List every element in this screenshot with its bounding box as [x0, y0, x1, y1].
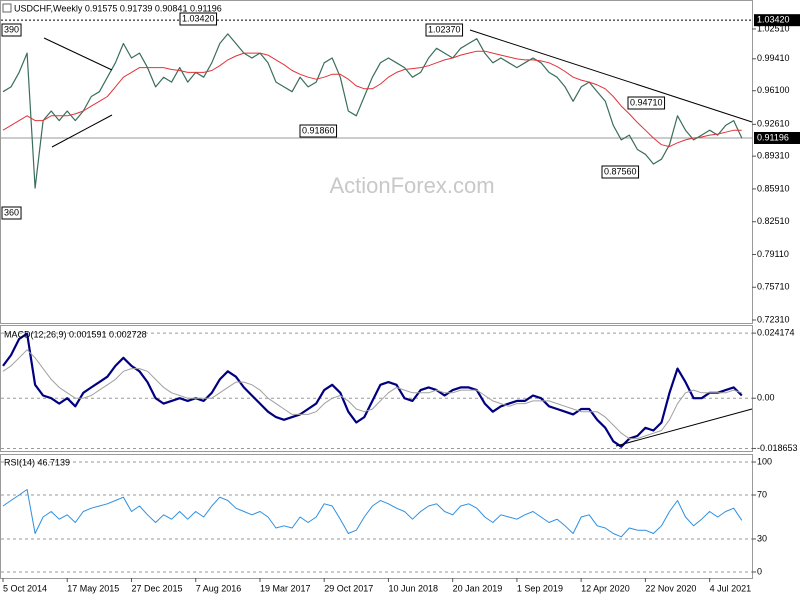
- y-tick-label: 1.02510: [757, 23, 790, 33]
- x-tick-label: 1 Sep 2019: [517, 583, 563, 593]
- y-tick-label: 0.85910: [757, 183, 790, 193]
- annotation-box: [1, 23, 22, 37]
- series-line: [2, 349, 742, 440]
- trend-line: [615, 408, 753, 447]
- annotation-box: [627, 96, 666, 110]
- reference-label-box: [754, 131, 800, 144]
- y-tick-label: -0.018653: [757, 443, 798, 453]
- x-tick-label: 7 Aug 2016: [196, 583, 242, 593]
- series-line: [2, 50, 742, 148]
- y-tick-label: 0.99410: [757, 53, 790, 63]
- y-tick-label: 0.75710: [757, 282, 790, 292]
- macd-panel: [0, 325, 753, 452]
- x-tick-label: 27 Dec 2015: [131, 583, 182, 593]
- annotation-box: [179, 12, 218, 26]
- watermark: ActionForex.com: [329, 173, 494, 198]
- y-tick-label: 70: [757, 489, 767, 499]
- x-tick-label: 10 Jun 2018: [388, 583, 438, 593]
- y-tick-label: 0.82510: [757, 216, 790, 226]
- y-tick-label: 0: [757, 566, 762, 576]
- symbol-icon: [2, 3, 12, 13]
- x-tick-label: 5 Oct 2014: [3, 583, 47, 593]
- reference-label-box: [754, 14, 800, 27]
- x-tick-label: 29 Oct 2017: [324, 583, 373, 593]
- y-tick-label: 0.96100: [757, 85, 790, 95]
- annotation-label: 0.91860: [302, 125, 335, 135]
- x-tick-label: 4 Jul 2021: [710, 583, 752, 593]
- rsi-panel: [0, 454, 753, 579]
- annotation-box: [1, 206, 22, 220]
- y-tick-label: 0.92610: [757, 119, 790, 129]
- trend-line: [469, 29, 753, 123]
- annotation-label: 0.87560: [604, 166, 637, 176]
- x-tick-label: 12 Apr 2020: [581, 583, 630, 593]
- macd-title: MACD(12,26,9) 0.001591 0.002728: [4, 329, 147, 339]
- y-tick-label: 0.79110: [757, 249, 789, 259]
- series-line: [2, 489, 743, 538]
- annotation-label: 0.94710: [630, 97, 663, 107]
- y-tick-label: 100: [757, 456, 772, 466]
- annotation-label: 360: [4, 207, 19, 217]
- trend-line: [43, 37, 113, 71]
- series-line: [2, 33, 743, 189]
- annotation-label: 390: [4, 24, 19, 34]
- annotation-label: 1.03420: [182, 13, 215, 23]
- price-panel: [0, 0, 753, 324]
- reference-label: 1.03420: [757, 15, 790, 25]
- rsi-title: RSI(14) 46.7139: [4, 457, 70, 467]
- x-tick-label: 20 Jan 2019: [453, 583, 503, 593]
- reference-label: 0.91196: [757, 132, 789, 142]
- annotation-box: [299, 124, 338, 138]
- annotation-box: [601, 165, 640, 179]
- y-tick-label: 30: [757, 533, 767, 543]
- x-tick-label: 17 May 2015: [67, 583, 119, 593]
- y-tick-label: 0.00: [757, 393, 775, 403]
- y-tick-label: 0.024174: [757, 328, 795, 338]
- trend-line: [51, 114, 113, 148]
- y-tick-label: 0.72310: [757, 314, 790, 324]
- annotation-label: 1.02370: [428, 24, 461, 34]
- chart-title: USDCHF,Weekly 0.91575 0.91739 0.90841 0.…: [14, 3, 222, 13]
- x-tick-label: 19 Mar 2017: [260, 583, 311, 593]
- annotation-box: [425, 23, 464, 37]
- y-tick-label: 0.89310: [757, 151, 790, 161]
- x-tick-label: 22 Nov 2020: [645, 583, 696, 593]
